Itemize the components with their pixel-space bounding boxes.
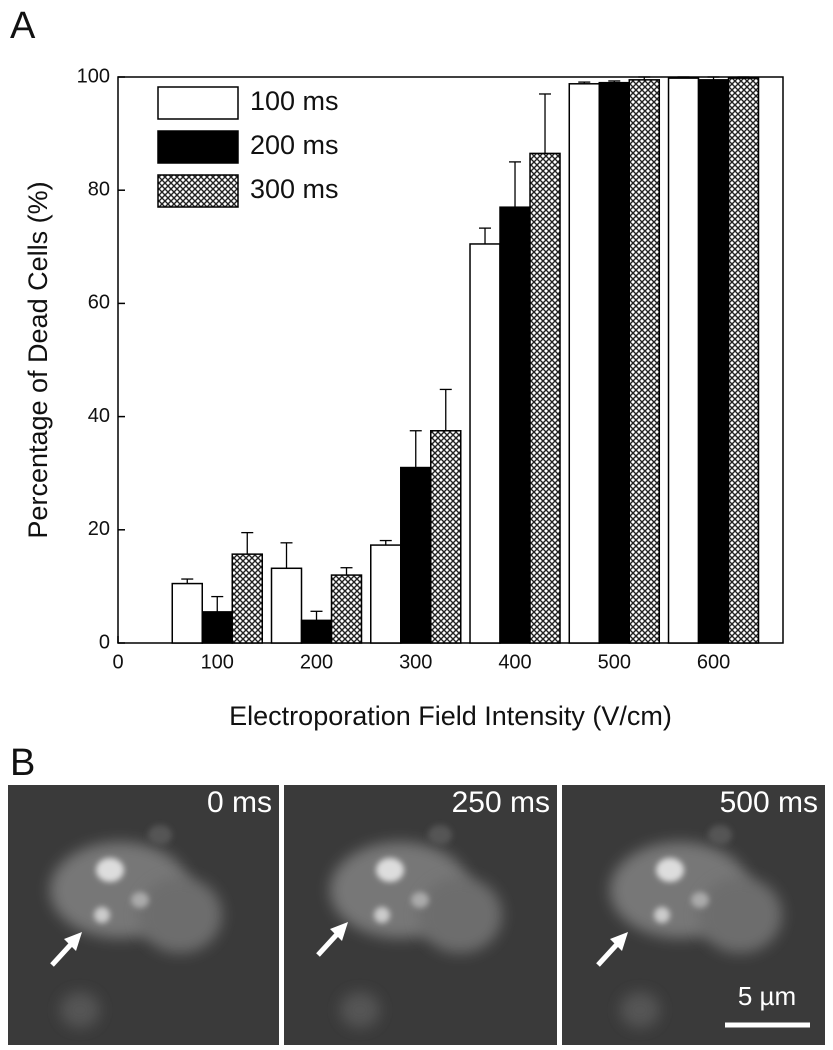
legend-swatch — [157, 86, 239, 120]
x-tick-label: 0 — [112, 651, 123, 673]
bar — [270, 567, 303, 644]
x-tick-label: 500 — [598, 651, 631, 673]
panel-label: A — [10, 5, 36, 47]
frame-label: 500 ms — [720, 786, 818, 819]
x-tick-label: 200 — [300, 651, 333, 673]
image-frame — [562, 785, 825, 1045]
bar — [171, 582, 204, 644]
x-tick-label: 600 — [697, 651, 730, 673]
bar — [598, 81, 631, 644]
bar — [300, 619, 333, 644]
y-tick-label: 100 — [77, 65, 110, 87]
bar — [370, 544, 402, 644]
y-tick-label: 0 — [99, 631, 110, 653]
legend-swatch — [157, 174, 239, 208]
x-tick-label: 400 — [498, 651, 531, 673]
legend-label: 300 ms — [250, 174, 339, 204]
legend-swatch — [157, 130, 239, 164]
bar — [499, 206, 531, 644]
bar — [628, 79, 661, 644]
bar — [727, 77, 760, 644]
y-tick-label: 80 — [88, 178, 110, 200]
bar — [469, 243, 501, 644]
y-tick-label: 20 — [88, 518, 110, 540]
frame-label: 0 ms — [207, 786, 272, 819]
frame-label: 250 ms — [452, 786, 550, 819]
bar — [400, 466, 432, 644]
bar — [697, 79, 730, 644]
bar — [568, 83, 601, 644]
x-tick-label: 100 — [201, 651, 234, 673]
x-axis-label: Electroporation Field Intensity (V/cm) — [229, 701, 672, 731]
y-axis-label: Percentage of Dead Cells (%) — [23, 181, 53, 538]
bar — [231, 553, 264, 644]
image-frame — [284, 785, 557, 1045]
legend-label: 100 ms — [250, 86, 339, 116]
bar — [430, 430, 462, 644]
x-tick-label: 300 — [399, 651, 432, 673]
y-tick-label: 60 — [88, 292, 110, 314]
bar — [201, 611, 234, 644]
legend-label: 200 ms — [250, 130, 339, 160]
panel-label: B — [10, 742, 35, 784]
bar — [330, 574, 363, 644]
bar — [667, 77, 700, 644]
bar — [529, 152, 561, 644]
image-frame — [8, 785, 279, 1045]
y-tick-label: 40 — [88, 405, 110, 427]
scale-bar-label: 5 µm — [738, 981, 796, 1011]
